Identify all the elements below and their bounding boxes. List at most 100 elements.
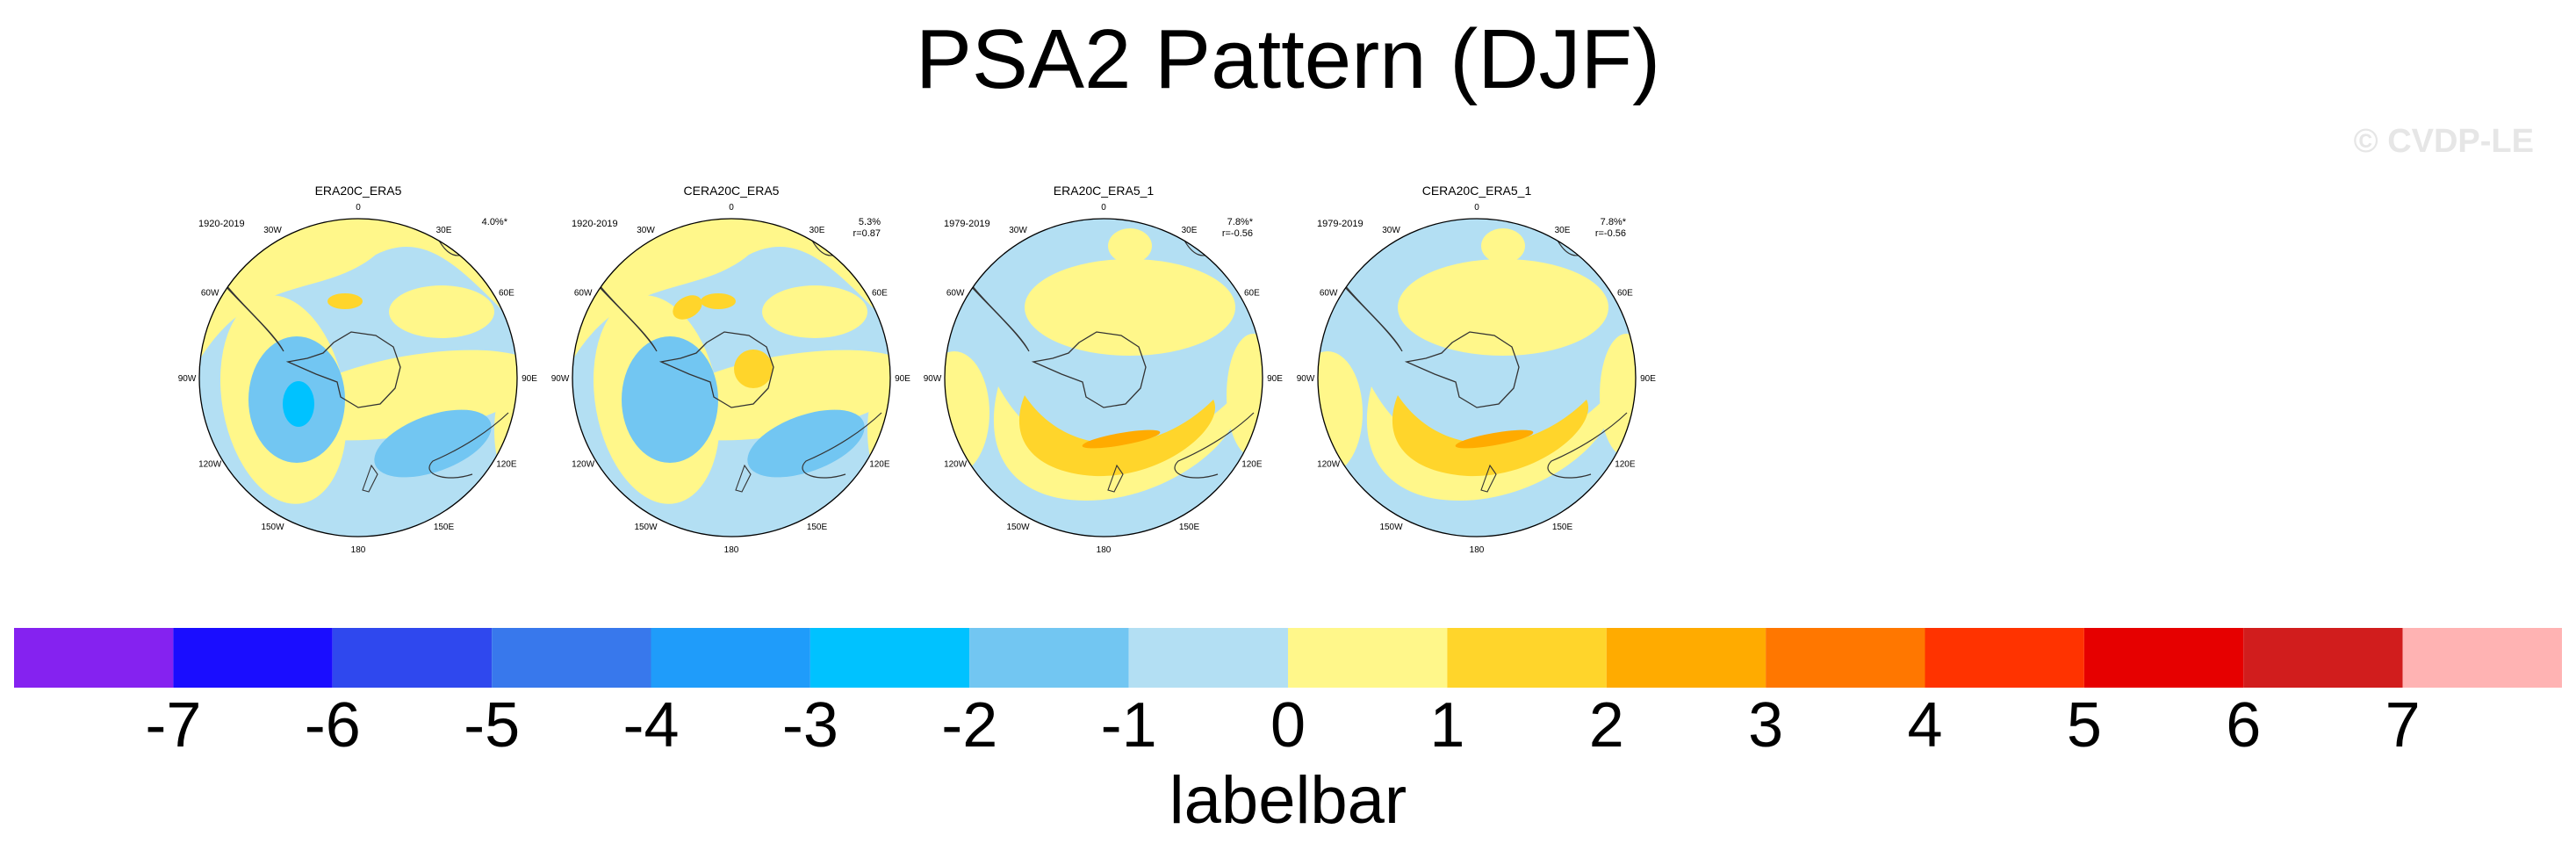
labelbar-swatch (1288, 628, 1448, 688)
longitude-label: 150W (1379, 523, 1403, 532)
longitude-label: 120E (1241, 460, 1263, 470)
longitude-label: 90W (1297, 374, 1315, 384)
longitude-label: 60W (1320, 289, 1338, 299)
positive-anomaly-region (1025, 259, 1235, 356)
australia-coastline (1174, 412, 1255, 479)
positive-anomaly-region (1318, 351, 1363, 474)
positive-anomaly-region (762, 285, 867, 338)
longitude-label: 30W (637, 226, 655, 235)
longitude-label: 0 (356, 203, 361, 213)
labelbar-swatch (1128, 628, 1288, 688)
main-title: PSA2 Pattern (DJF) (915, 12, 1661, 106)
longitude-label: 150E (807, 523, 828, 532)
panel-title: ERA20C_ERA5_1 (1054, 184, 1155, 198)
longitude-label: 120E (496, 460, 517, 470)
panel-title: CERA20C_ERA5_1 (1422, 184, 1532, 198)
map-panel: ERA20C_ERA5 1920-2019 4.0%* 0 30E 60E 90E 120E 1… (178, 184, 538, 555)
south-america-coastline (216, 276, 284, 352)
labelbar-tick-label: 1 (1429, 690, 1464, 761)
labelbar-swatch (1447, 628, 1607, 688)
positive-anomaly-core (1392, 395, 1589, 477)
positive-anomaly-core (1018, 395, 1216, 477)
positive-anomaly-core (701, 293, 736, 309)
longitude-label: 90E (1640, 374, 1656, 384)
map-panel: CERA20C_ERA5 1920-2019 5.3%r=0.87 0 30E 60E 90… (551, 184, 911, 555)
panel-variance: 7.8%* (1601, 217, 1627, 227)
longitude-label: 120W (1317, 460, 1341, 470)
labelbar-swatch (651, 628, 810, 688)
panel-variance: 4.0%* (482, 217, 508, 227)
positive-anomaly-region (945, 351, 989, 474)
labelbar-tick-label: 3 (1748, 690, 1783, 761)
antarctica-coastline (658, 331, 774, 408)
longitude-label: 30E (1182, 226, 1198, 235)
labelbar-tick-label: 2 (1589, 690, 1624, 761)
positive-anomaly-region (1227, 334, 1263, 457)
positive-anomaly-region (389, 285, 494, 338)
labelbar-swatch (173, 628, 333, 688)
labelbar-swatch (332, 628, 493, 688)
longitude-label: 120E (1615, 460, 1636, 470)
positive-anomaly-region (1481, 228, 1525, 263)
positive-anomaly-core (673, 295, 702, 320)
longitude-label: 60W (574, 289, 593, 299)
longitude-label: 90E (522, 374, 537, 384)
panel-period: 1979-2019 (1317, 219, 1364, 229)
positive-anomaly-maximum (1455, 429, 1534, 449)
longitude-label: 0 (729, 203, 734, 213)
negative-anomaly-core (283, 381, 314, 427)
positive-anomaly-region (199, 219, 517, 360)
labelbar-swatch (2402, 628, 2562, 688)
longitude-label: 180 (724, 545, 739, 555)
positive-anomaly-region (1600, 334, 1636, 457)
watermark: © CVDP-LE (2353, 123, 2534, 160)
positive-anomaly-region (1398, 259, 1608, 356)
labelbar-swatch (809, 628, 970, 688)
longitude-label: 30W (263, 226, 282, 235)
longitude-label: 0 (1474, 203, 1479, 213)
panel-period: 1920-2019 (198, 219, 245, 229)
antarctica-coastline (1031, 331, 1147, 408)
labelbar-tick-label: -5 (464, 690, 520, 761)
longitude-label: 150W (1006, 523, 1030, 532)
map-panel: ERA20C_ERA5_1 1979-2019 7.8%*r=-0.56 0 30E 60… (924, 184, 1284, 555)
panel-correlation: r=0.87 (853, 228, 881, 239)
panel-variance: 5.3% (859, 217, 881, 227)
labelbar-swatch (492, 628, 651, 688)
longitude-label: 90W (178, 374, 197, 384)
positive-anomaly-maximum (1082, 429, 1161, 449)
longitude-label: 90W (924, 374, 942, 384)
longitude-label: 60W (946, 289, 965, 299)
antarctica-coastline (1404, 331, 1520, 408)
antarctica-coastline (285, 331, 401, 408)
labelbar-swatch (14, 628, 174, 688)
panel-title: CERA20C_ERA5 (684, 184, 780, 198)
labelbar-tick-label: -2 (941, 690, 997, 761)
south-america-coastline (589, 276, 658, 352)
labelbar-title: labelbar (1169, 763, 1407, 838)
south-america-coastline (961, 276, 1030, 352)
map-border (198, 218, 518, 537)
panel-title: ERA20C_ERA5 (315, 184, 402, 198)
negative-anomaly-region (622, 336, 718, 463)
australia-coastline (1547, 412, 1628, 479)
panel-variance: 7.8%* (1227, 217, 1254, 227)
labelbar-tick-label: 0 (1270, 690, 1306, 761)
longitude-label: 150E (1179, 523, 1200, 532)
labelbar-tick-label: 5 (2067, 690, 2102, 761)
australia-coastline (802, 412, 882, 479)
longitude-label: 30W (1009, 226, 1027, 235)
panel-period: 1979-2019 (944, 219, 990, 229)
map-panels: ERA20C_ERA5 1920-2019 4.0%* 0 30E 60E 90E 120E 1… (178, 184, 1657, 555)
positive-anomaly-region (572, 219, 890, 360)
longitude-label: 30E (436, 226, 452, 235)
map-border (1317, 218, 1637, 537)
map-panel: CERA20C_ERA5_1 1979-2019 7.8%*r=-0.56 0 30E 6… (1297, 184, 1657, 555)
longitude-label: 150E (434, 523, 455, 532)
positive-anomaly-core (734, 350, 773, 388)
longitude-label: 30E (809, 226, 825, 235)
labelbar-tick-label: -1 (1101, 690, 1157, 761)
panel-correlation: r=-0.56 (1595, 228, 1626, 239)
new-zealand-coastline (735, 464, 752, 493)
longitude-label: 180 (351, 545, 366, 555)
